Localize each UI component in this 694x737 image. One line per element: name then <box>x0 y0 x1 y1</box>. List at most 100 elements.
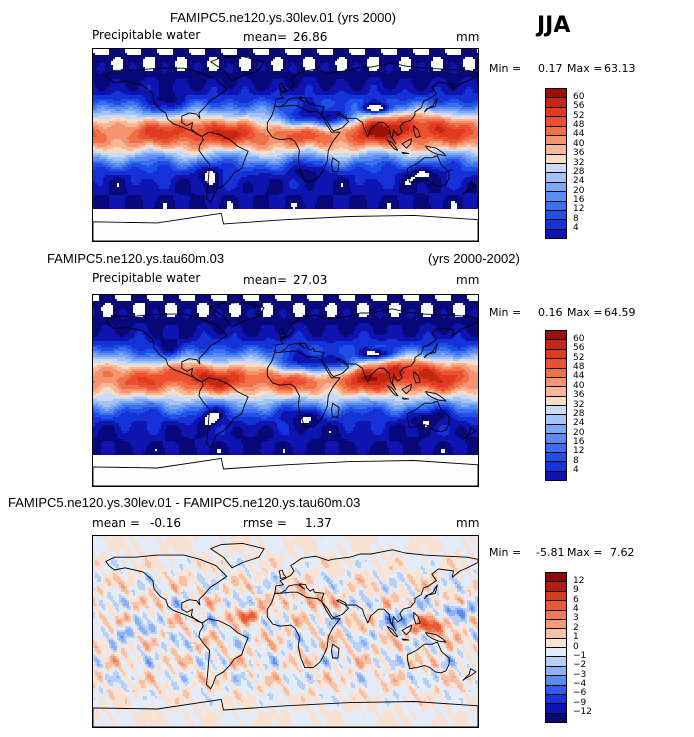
coastline <box>401 152 409 154</box>
panel-3-title: FAMIPC5.ne120.ys.30lev.01 - FAMIPC5.ne12… <box>8 496 360 509</box>
colorbar-label: 48 <box>573 121 584 130</box>
colorbar-swatch <box>545 451 567 462</box>
coastline <box>401 624 413 636</box>
panel-1-variable: Precipitable water <box>92 29 200 41</box>
field-layer <box>93 295 478 486</box>
panel-1-title: FAMIPC5.ne120.ys.30lev.01 (yrs 2000) <box>170 11 396 24</box>
colorbar-label: 56 <box>573 344 584 353</box>
colorbar-label: 4 <box>573 224 579 233</box>
colorbar-label: 40 <box>573 381 584 391</box>
colorbar-swatch <box>545 637 567 648</box>
coastline-layer <box>93 542 478 727</box>
colorbar-label: 40 <box>573 139 584 149</box>
panel-3-colorbar: 12 9 6 4 3 2 1 0 −1 −2 −3 −4 −6 −9 −12 <box>545 572 592 723</box>
coastline <box>462 427 477 440</box>
coastline <box>210 301 265 328</box>
colorbar-label: 6 <box>573 595 579 605</box>
colorbar-label: −9 <box>573 698 586 708</box>
colorbar-label: 36 <box>573 391 584 400</box>
panel-1-units: mm <box>456 31 479 43</box>
colorbar-swatch <box>545 376 567 387</box>
colorbar-swatch <box>545 461 567 472</box>
colorbar-swatch <box>545 125 567 136</box>
coastline <box>386 384 399 397</box>
panel-1-min-value: 0.17 <box>538 63 563 74</box>
colorbar-swatch <box>545 675 567 685</box>
colorbar-label: 52 <box>573 353 584 363</box>
colorbar-swatch <box>545 116 567 126</box>
panel-2-units: mm <box>456 274 479 286</box>
colorbar-swatch <box>545 712 567 723</box>
coastline <box>105 554 228 624</box>
panel-3-min-value: -5.81 <box>536 547 564 558</box>
panel-1-mean-value: 26.86 <box>293 31 327 43</box>
panel-1-min-label: Min = <box>489 63 521 74</box>
panel-2-mean-label: mean= <box>243 274 287 286</box>
coastline <box>401 383 413 395</box>
colorbar-swatch <box>545 181 567 192</box>
colorbar-label: 12 <box>573 205 584 214</box>
colorbar-swatch <box>545 647 567 657</box>
colorbar-swatch <box>545 219 567 230</box>
colorbar-swatch <box>545 358 567 368</box>
coastline <box>406 641 450 674</box>
coastline <box>425 145 447 157</box>
coastline <box>406 155 450 188</box>
colorbar-label: 52 <box>573 111 584 121</box>
colorbar-label: −12 <box>573 708 592 717</box>
panel-2-map <box>92 294 479 487</box>
coastline <box>210 56 265 82</box>
panel-1-map <box>92 48 479 242</box>
colorbar-swatch <box>545 628 567 639</box>
coastline <box>278 328 288 338</box>
colorbar-swatch <box>545 581 567 592</box>
panel-3-max-label: Max = <box>567 547 602 558</box>
colorbar-label: 44 <box>573 130 584 139</box>
field-layer <box>93 536 478 727</box>
coastline <box>386 625 399 638</box>
coastline <box>278 569 288 579</box>
colorbar-swatch <box>545 97 567 108</box>
coastline-layer <box>93 301 478 486</box>
coastline <box>401 397 409 400</box>
colorbar-label: 60 <box>573 92 584 102</box>
coastline <box>401 638 409 641</box>
coastline <box>386 139 399 151</box>
season-label: JJA <box>537 15 570 37</box>
coastline <box>274 308 478 390</box>
coastline <box>198 618 249 690</box>
colorbar-label: 36 <box>573 149 584 158</box>
colorbar-swatch <box>545 395 567 406</box>
coastline-layer <box>93 56 478 241</box>
panel-3-map <box>92 535 479 728</box>
panel-3-rmse-value: 1.37 <box>305 517 332 529</box>
colorbar-label: 20 <box>573 186 584 196</box>
coastline <box>425 391 447 402</box>
panel-1-colorbar: 60 56 52 48 44 40 36 32 28 24 20 16 12 8 4 <box>545 88 584 239</box>
coastline <box>266 591 341 669</box>
colorbar-swatch <box>545 618 567 629</box>
panel-1-max-label: Max = <box>567 63 602 74</box>
colorbar-label: 28 <box>573 167 584 177</box>
colorbar-label: 2 <box>573 623 579 633</box>
colorbar-label: 44 <box>573 372 584 381</box>
colorbar-swatch <box>545 423 567 434</box>
colorbar-label: −4 <box>573 680 586 689</box>
panel-2-variable: Precipitable water <box>92 272 200 284</box>
colorbar-label: 8 <box>573 456 579 466</box>
colorbar-swatch <box>545 693 567 704</box>
colorbar-swatch <box>545 191 567 201</box>
colorbar-label: −2 <box>573 661 586 670</box>
colorbar-swatch <box>545 656 567 667</box>
panel-3-units: mm <box>456 517 479 529</box>
colorbar-label: 20 <box>573 428 584 438</box>
coastline <box>93 212 478 241</box>
coastline <box>93 457 478 486</box>
colorbar-label: 1 <box>573 633 579 642</box>
colorbar-swatch <box>545 163 567 173</box>
colorbar-swatch <box>545 665 567 676</box>
panel-3-max-value: 7.62 <box>610 547 635 558</box>
colorbar-swatch <box>545 172 567 183</box>
colorbar-swatch <box>545 703 567 714</box>
colorbar-swatch <box>545 590 567 601</box>
